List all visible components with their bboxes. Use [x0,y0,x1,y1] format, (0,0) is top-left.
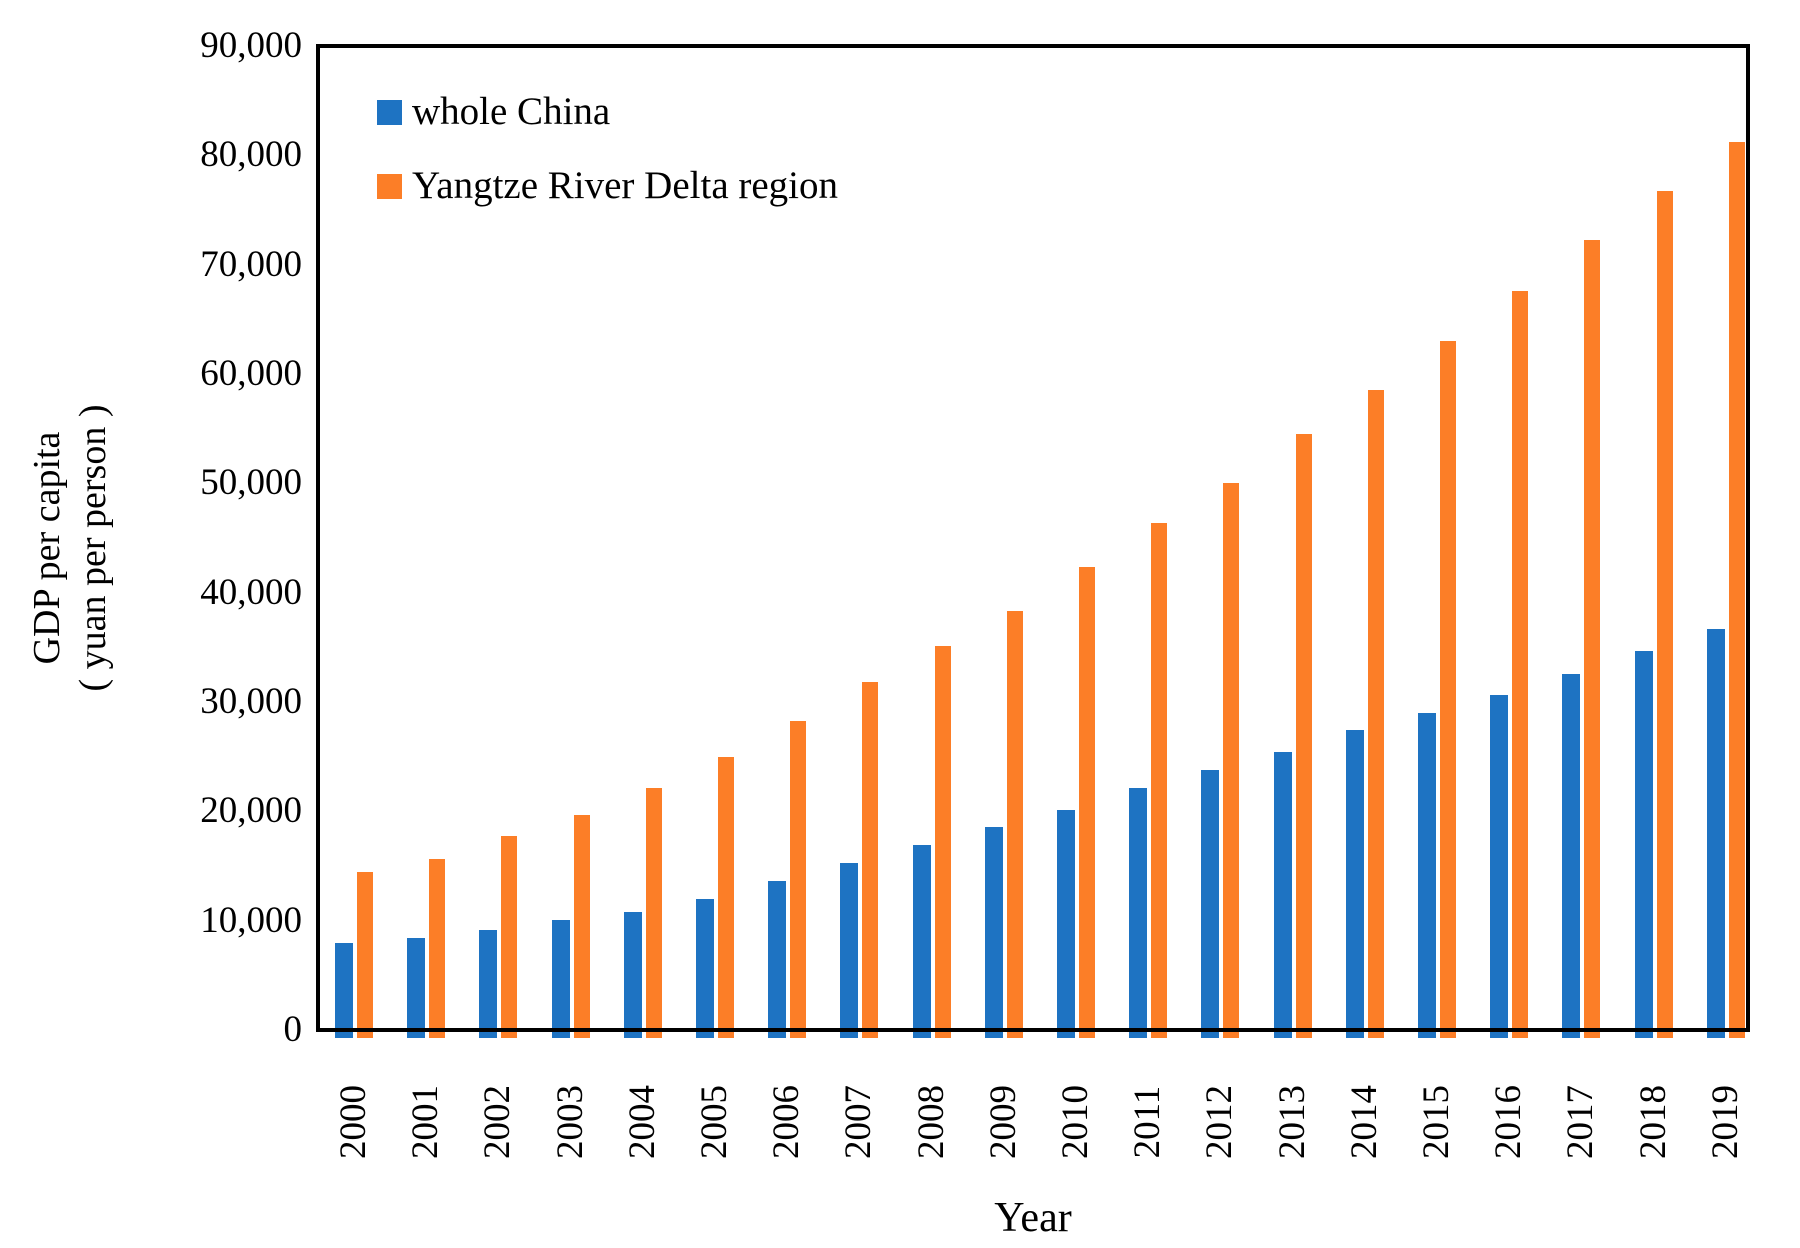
bar-yangtze-river-delta-2003 [573,815,590,1038]
bar-yangtze-river-delta-2001 [429,858,446,1038]
y-axis-title-line1: GDP per capita [26,431,68,665]
x-tick-2014: 2014 [1343,1085,1385,1159]
x-tick-2012: 2012 [1199,1085,1241,1159]
bar-whole-china-2000 [335,943,353,1038]
bar-whole-china-2009 [984,827,1003,1038]
bar-yangtze-river-delta-2013 [1295,434,1312,1038]
x-tick-2018: 2018 [1632,1085,1674,1159]
y-tick-70000: 70,000 [200,243,302,285]
bar-whole-china-2016 [1490,695,1509,1038]
x-tick-2019: 2019 [1704,1085,1746,1159]
x-tick-2004: 2004 [621,1085,663,1159]
x-tick-2001: 2001 [405,1085,447,1159]
y-tick-20000: 20,000 [200,790,302,832]
x-tick-2015: 2015 [1416,1085,1457,1159]
bar-yangtze-river-delta-2004 [645,788,662,1038]
x-tick-2000: 2000 [333,1085,374,1159]
x-tick-2002: 2002 [477,1085,519,1159]
bar-whole-china-2008 [912,845,931,1038]
x-tick-2016: 2016 [1488,1085,1530,1159]
bar-whole-china-2011 [1129,787,1148,1038]
bar-whole-china-2005 [696,899,714,1038]
bar-yangtze-river-delta-2009 [1006,610,1023,1038]
bar-yangtze-river-delta-2017 [1584,239,1601,1038]
y-axis-title-line2: ( yuan per person ) [72,404,114,692]
x-tick-2008: 2008 [910,1085,952,1159]
bar-yangtze-river-delta-2018 [1656,191,1673,1038]
legend-label-whole-china: whole China [412,90,611,133]
x-tick-2011: 2011 [1127,1085,1169,1159]
legend-item-yangtze-river-delta: Yangtze River Delta region [377,164,838,208]
y-axis-title: GDP per capita ( yuan per person ) [24,268,120,828]
y-tick-80000: 80,000 [200,134,302,176]
bar-whole-china-2001 [407,938,426,1038]
legend-swatch-whole-china [377,99,402,125]
bar-yangtze-river-delta-2008 [934,646,951,1038]
y-tick-40000: 40,000 [200,571,302,613]
bar-whole-china-2015 [1418,712,1436,1038]
bar-whole-china-2007 [840,863,859,1038]
y-tick-0: 0 [283,1009,303,1050]
bar-whole-china-2017 [1562,673,1581,1038]
x-tick-2009: 2009 [982,1085,1024,1159]
bar-yangtze-river-delta-2012 [1223,483,1240,1038]
x-tick-2003: 2003 [549,1085,591,1159]
bar-yangtze-river-delta-2005 [718,756,734,1038]
bar-yangtze-river-delta-2014 [1367,389,1384,1038]
bar-whole-china-2004 [623,911,642,1038]
bar-yangtze-river-delta-2011 [1151,523,1168,1038]
bar-whole-china-2014 [1345,730,1364,1038]
legend-item-whole-china: whole China [377,90,610,134]
bar-yangtze-river-delta-2019 [1728,142,1745,1038]
x-tick-2017: 2017 [1560,1085,1602,1159]
bar-whole-china-2019 [1706,628,1725,1038]
bar-whole-china-2018 [1634,650,1653,1038]
x-axis-title: Year [994,1195,1072,1241]
x-tick-2007: 2007 [838,1085,880,1159]
x-tick-2006: 2006 [766,1085,808,1159]
bar-whole-china-2010 [1057,810,1075,1038]
bar-whole-china-2013 [1273,752,1292,1038]
y-tick-60000: 60,000 [200,353,302,394]
bar-yangtze-river-delta-2007 [862,681,879,1038]
bar-whole-china-2012 [1201,769,1220,1038]
bar-yangtze-river-delta-2000 [357,872,373,1038]
bar-whole-china-2002 [479,929,498,1038]
x-tick-2013: 2013 [1271,1085,1313,1159]
x-tick-2005: 2005 [694,1085,735,1159]
bar-yangtze-river-delta-2016 [1512,291,1529,1038]
bar-yangtze-river-delta-2010 [1079,566,1095,1038]
x-tick-2010: 2010 [1055,1085,1096,1159]
y-tick-50000: 50,000 [200,462,302,504]
y-tick-90000: 90,000 [200,25,302,66]
bar-yangtze-river-delta-2002 [501,836,518,1038]
bar-whole-china-2006 [768,880,787,1038]
legend-label-yangtze-river-delta: Yangtze River Delta region [412,164,839,207]
legend-swatch-yangtze-river-delta [377,173,402,199]
y-tick-30000: 30,000 [200,681,302,722]
bar-whole-china-2003 [551,920,570,1038]
y-tick-10000: 10,000 [200,899,302,941]
bar-yangtze-river-delta-2015 [1440,341,1456,1038]
bar-yangtze-river-delta-2006 [790,721,807,1038]
